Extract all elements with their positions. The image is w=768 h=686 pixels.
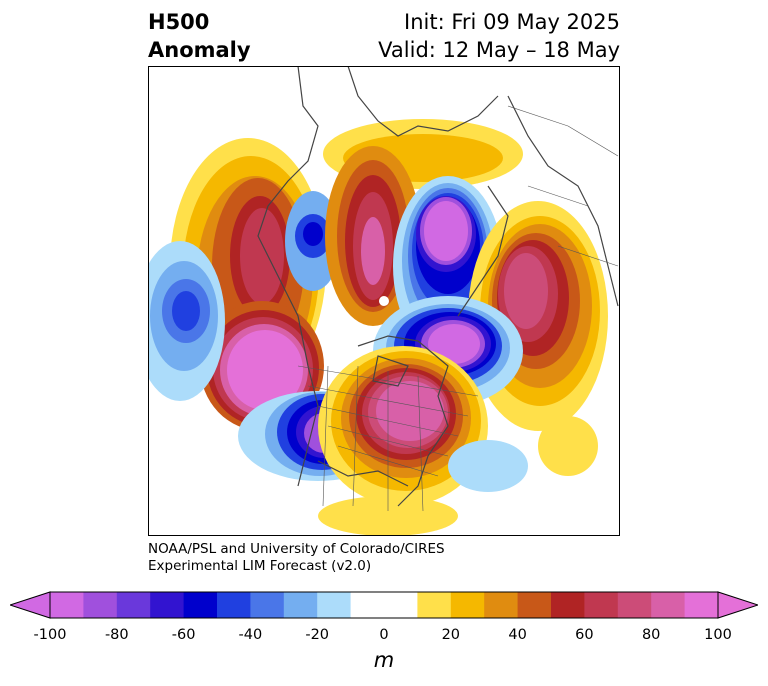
colorbar-swatch: [317, 592, 352, 618]
colorbar: [10, 591, 758, 619]
positive-anomaly-south-fringe: [318, 416, 598, 536]
variable-label: H500: [148, 10, 210, 34]
positive-anomaly-southeast: [318, 346, 488, 506]
colorbar-tick-label: -20: [305, 627, 330, 643]
colorbar-tick-label: 20: [441, 627, 461, 643]
colorbar-tick-label: 100: [704, 627, 732, 643]
colorbar-swatch: [651, 592, 686, 618]
colorbar-tick-label: -80: [104, 627, 129, 643]
credit-text: NOAA/PSL and University of Colorado/CIRE…: [148, 541, 445, 575]
colorbar-swatch: [417, 592, 452, 618]
colorbar-tick-label: -60: [171, 627, 196, 643]
colorbar-unit: m: [373, 648, 395, 672]
credit-line-2: Experimental LIM Forecast (v2.0): [148, 558, 372, 574]
colorbar-tick-label: 40: [508, 627, 527, 643]
colorbar-swatch: [517, 592, 552, 618]
colorbar-swatch: [283, 592, 318, 618]
colorbar-swatches: [50, 592, 719, 618]
positive-anomaly-pacific: [170, 138, 326, 431]
colorbar-swatch: [450, 592, 485, 618]
colorbar-swatch: [83, 592, 118, 618]
pole-marker: [379, 296, 389, 306]
colorbar-swatch: [116, 592, 151, 618]
negative-anomaly-west: [148, 241, 225, 401]
colorbar-swatch: [584, 592, 619, 618]
colorbar-tick-label: -100: [33, 627, 67, 643]
colorbar-tick-label: 0: [379, 627, 389, 643]
colorbar-swatch: [484, 592, 519, 618]
colorbar-extend-low: [10, 591, 51, 619]
colorbar-swatch: [684, 592, 719, 618]
init-date: Init: Fri 09 May 2025: [404, 10, 620, 34]
anomaly-map: [148, 66, 620, 536]
colorbar-swatch: [250, 592, 285, 618]
valid-range: Valid: 12 May – 18 May: [378, 38, 620, 62]
forecast-dates: Init: Fri 09 May 2025 Valid: 12 May – 18…: [378, 8, 620, 64]
colorbar-swatch: [217, 592, 251, 618]
colorbar-tick-label: -40: [238, 627, 263, 643]
coastlines: [257, 66, 619, 507]
colorbar-swatch: [617, 592, 652, 618]
colorbar-swatch: [50, 592, 84, 618]
colorbar-swatch: [183, 592, 218, 618]
colorbar-tick-label: 60: [575, 627, 594, 643]
field-label: Anomaly: [148, 38, 251, 62]
colorbar-swatch: [350, 592, 385, 618]
colorbar-swatch: [384, 592, 418, 618]
colorbar-swatch: [150, 592, 185, 618]
colorbar-extend-high: [717, 591, 758, 619]
credit-line-1: NOAA/PSL and University of Colorado/CIRE…: [148, 541, 445, 557]
graticule: [297, 105, 619, 512]
map-title: H500 Anomaly: [148, 8, 251, 64]
colorbar-swatch: [551, 592, 585, 618]
colorbar-tick-label: 80: [641, 627, 661, 643]
